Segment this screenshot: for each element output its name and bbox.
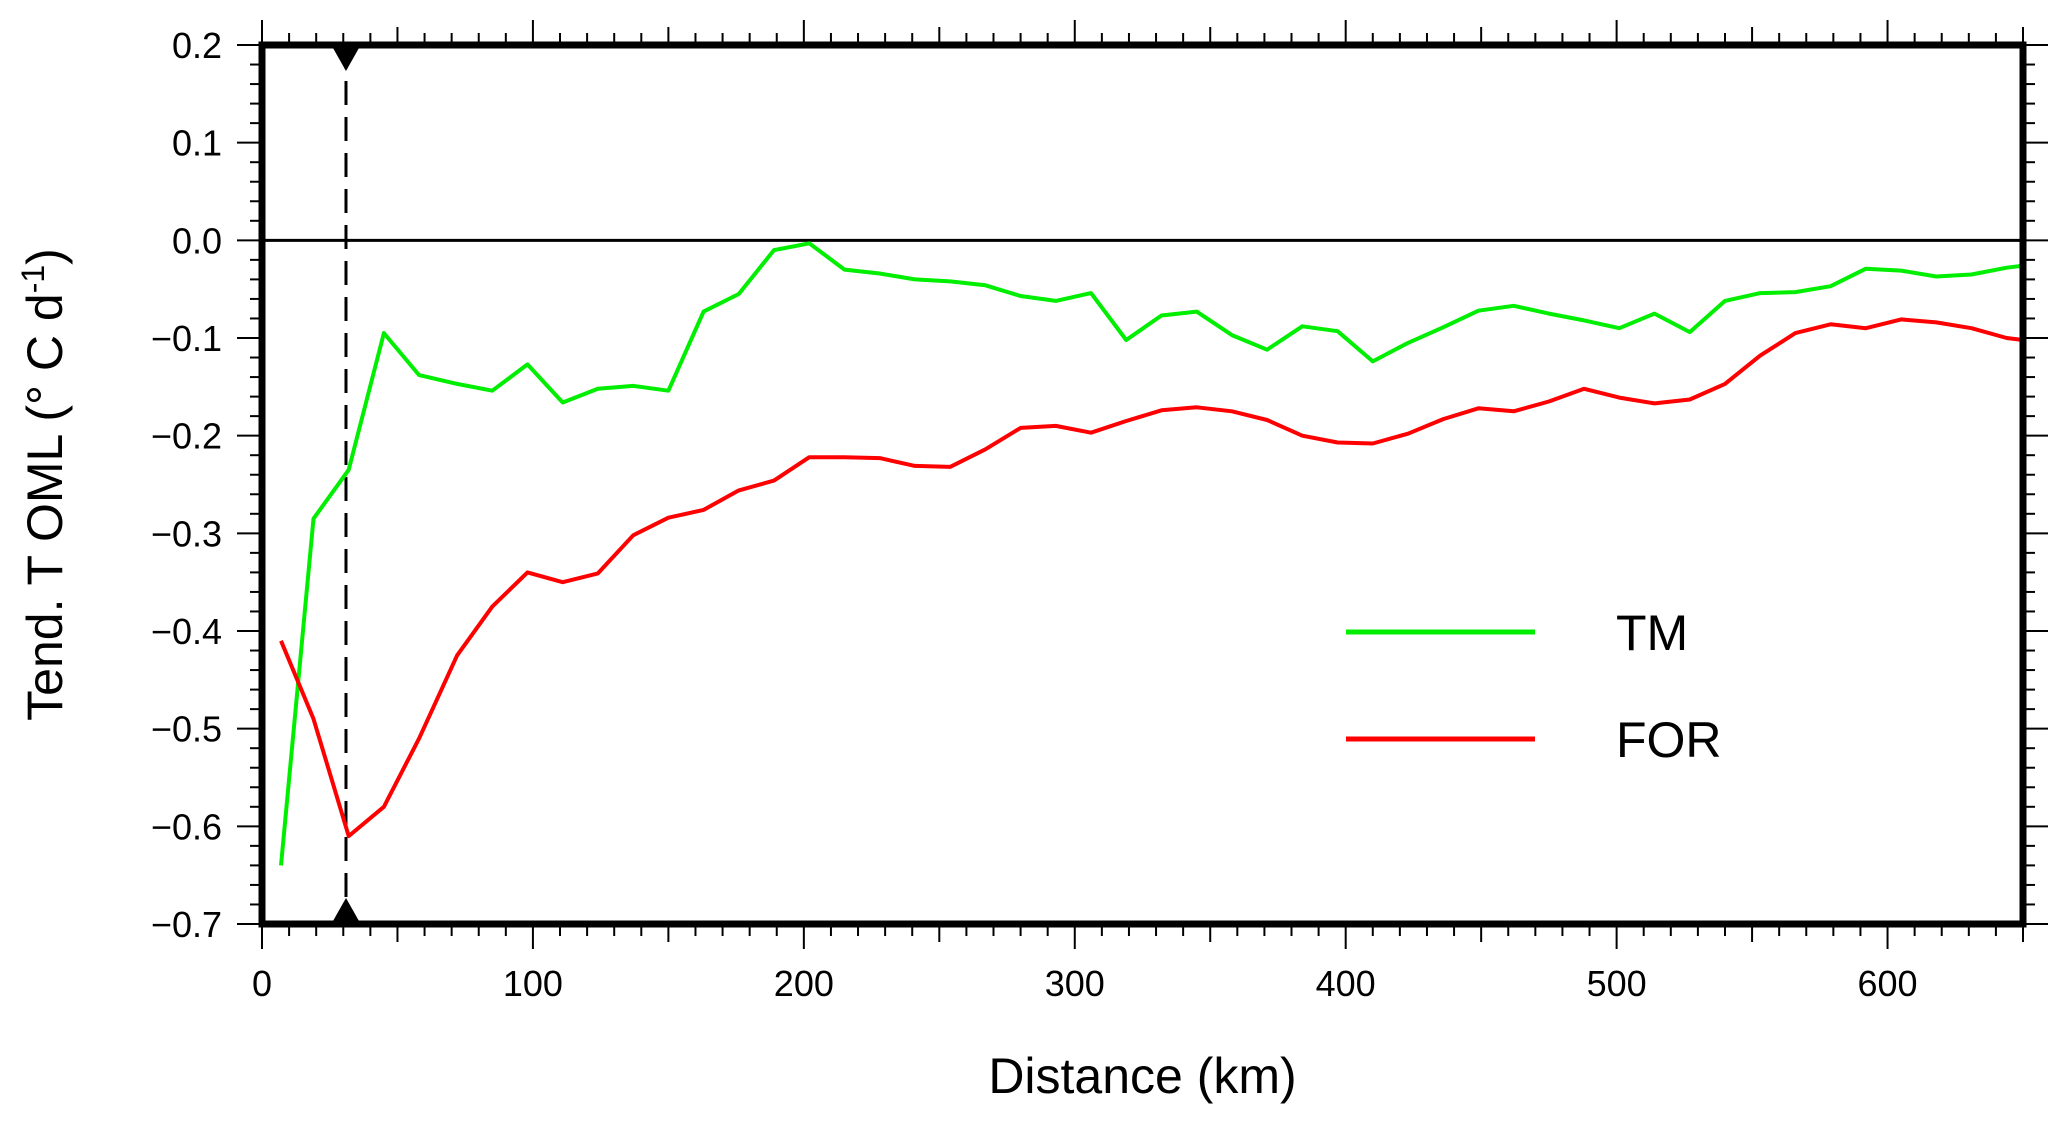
- marker-triangle-top: [332, 48, 359, 71]
- y-axis-title-close: ): [17, 248, 73, 265]
- y-tick-label: −0.6: [151, 806, 222, 847]
- y-tick-label: −0.5: [151, 709, 222, 750]
- x-tick-label: 0: [252, 963, 272, 1004]
- y-axis-title-unit: ° C d: [17, 293, 73, 405]
- legend-label-for: FOR: [1616, 712, 1722, 768]
- plot-frame: [258, 41, 2027, 928]
- y-tick-label: 0.1: [172, 123, 222, 164]
- x-tick-label: 400: [1316, 963, 1376, 1004]
- y-axis-title-main: Tend. T OML (: [17, 405, 73, 721]
- x-tick-label: 600: [1857, 963, 1917, 1004]
- marker-triangle-bottom: [332, 898, 359, 921]
- x-tick-label: 200: [774, 963, 834, 1004]
- y-tick-label: 0.2: [172, 25, 222, 66]
- legend-label-tm: TM: [1616, 605, 1688, 661]
- y-axis-title: Tend. T OML (° C d-1): [15, 248, 73, 721]
- legend: TM FOR: [1346, 605, 1722, 768]
- plot-area: [262, 45, 2024, 924]
- series-line-for: [279, 317, 2024, 839]
- x-axis-title: Distance (km): [988, 1048, 1296, 1104]
- y-tick-label: −0.3: [151, 513, 222, 554]
- y-tick-label: 0.0: [172, 220, 222, 261]
- y-tick-label: −0.1: [151, 318, 222, 359]
- y-tick-label: −0.4: [151, 611, 222, 652]
- y-axis-title-exponent: -1: [15, 265, 51, 293]
- ticks-layer: [237, 20, 2048, 949]
- x-tick-label: 100: [503, 963, 563, 1004]
- series-line-tm: [279, 241, 2024, 866]
- y-tick-label: −0.7: [151, 904, 222, 945]
- x-tick-label: 500: [1587, 963, 1647, 1004]
- x-tick-label: 300: [1045, 963, 1105, 1004]
- labels-layer: 0 100 200 300 400 500 600 0.2 0.1 0.0 −0.1 −0.2 −0.3…: [151, 25, 1918, 1004]
- y-tick-label: −0.2: [151, 416, 222, 457]
